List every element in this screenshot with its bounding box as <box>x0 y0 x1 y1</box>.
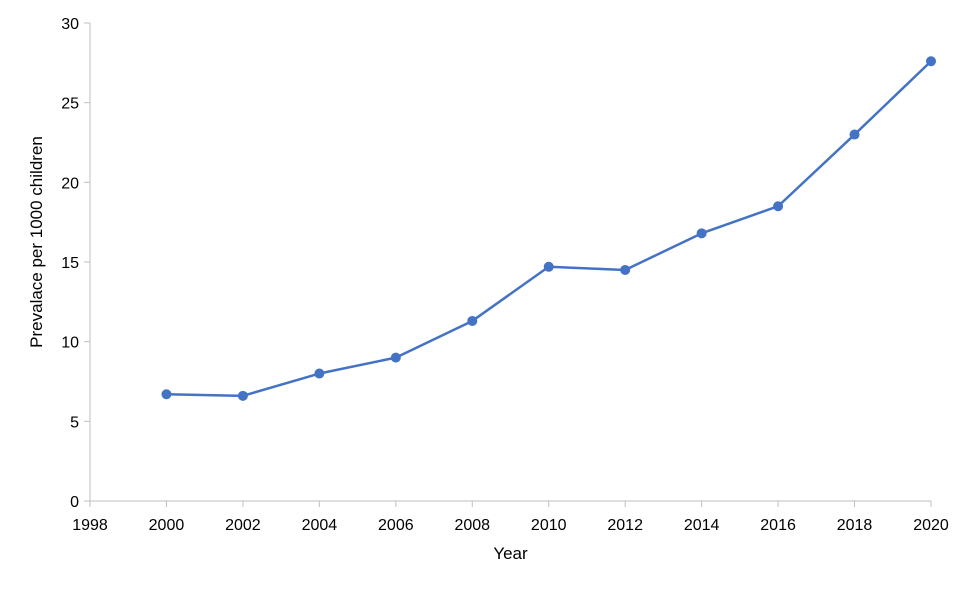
data-point[interactable] <box>237 390 248 401</box>
x-tick-label: 2006 <box>378 517 414 534</box>
data-point[interactable] <box>390 352 401 363</box>
series-line <box>165 59 933 398</box>
data-point[interactable] <box>696 228 707 239</box>
x-axis-title: Year <box>493 544 528 563</box>
x-tick-label: 2004 <box>302 517 338 534</box>
y-tick-label: 10 <box>61 335 79 352</box>
y-axis-ticks: 0 5 10 15 20 25 30 <box>61 16 90 511</box>
x-tick-label: 2002 <box>225 517 261 534</box>
x-tick-label: 2016 <box>760 517 796 534</box>
x-tick-label: 2012 <box>607 517 643 534</box>
axes <box>89 23 931 502</box>
x-tick-label: 2008 <box>454 517 490 534</box>
y-axis-title: Prevalace per 1000 children <box>27 136 46 348</box>
y-tick-label: 0 <box>70 494 79 511</box>
data-point[interactable] <box>467 315 478 326</box>
y-tick-label: 30 <box>61 16 79 33</box>
data-point[interactable] <box>926 56 936 67</box>
data-point[interactable] <box>620 264 631 275</box>
y-tick-label: 25 <box>61 96 79 113</box>
x-tick-label: 2014 <box>684 517 720 534</box>
data-point[interactable] <box>543 261 554 272</box>
series-0 <box>161 56 936 401</box>
series-layer <box>161 56 936 401</box>
y-tick-label: 5 <box>70 414 79 431</box>
x-tick-label: 2020 <box>913 517 949 534</box>
data-point[interactable] <box>314 368 325 379</box>
data-point[interactable] <box>161 389 172 400</box>
x-tick-label: 1998 <box>72 517 108 534</box>
data-point[interactable] <box>849 129 860 140</box>
data-point[interactable] <box>773 201 784 212</box>
y-tick-label: 20 <box>61 175 79 192</box>
x-axis-ticks: 1998 2000 2002 2004 2006 2008 2010 2012 2014 2016… <box>72 501 949 534</box>
y-tick-label: 15 <box>61 255 79 272</box>
x-tick-label: 2010 <box>531 517 567 534</box>
x-tick-label: 2000 <box>149 517 185 534</box>
x-tick-label: 2018 <box>837 517 873 534</box>
